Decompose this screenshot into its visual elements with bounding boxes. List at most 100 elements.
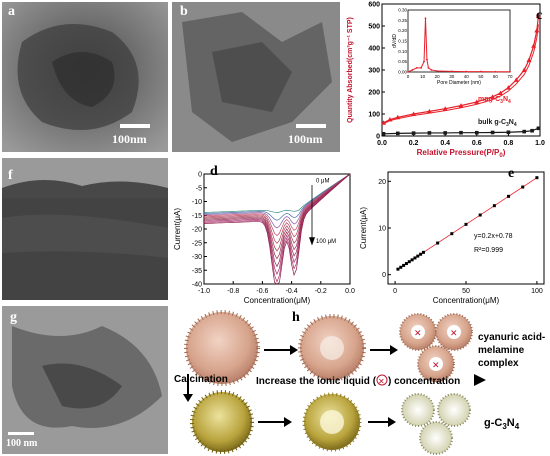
dpv-svg: -1.0 -0.8 -0.6 -0.4 -0.2 0.0 0 -5 -10 -15 -20 -25 -3… — [173, 172, 355, 306]
x-tick-label-c: 0.4 — [440, 140, 450, 147]
series-point-0 — [505, 85, 511, 90]
complex-spheres-top: ✕ ✕ ✕ — [399, 313, 473, 383]
series-point-0 — [381, 120, 387, 125]
inset-point — [420, 66, 423, 69]
panel-e-calibration-chart: 0 50 100 0 10 20 Concentration(μM) Current(μA) y… — [358, 160, 550, 306]
inset-x-tick: 10 — [420, 74, 426, 79]
legend-mpg: mpg-C3N4 — [478, 96, 511, 105]
data-point-e — [413, 256, 417, 260]
y-tick-label-e: 0 — [382, 272, 386, 279]
label-top-line2: melamine — [478, 345, 525, 356]
dpv-curve — [203, 173, 351, 276]
inset-point — [430, 69, 433, 71]
panel-label-c: c — [536, 8, 543, 23]
panel-b-tem-image: b 100nm — [172, 2, 340, 152]
series-point-0 — [531, 43, 537, 48]
series-point-0 — [498, 90, 503, 96]
data-point-e — [404, 262, 408, 266]
inset-y-tick: 0.05 — [398, 59, 407, 64]
panel-d-dpv-chart: -1.0 -0.8 -0.6 -0.4 -0.2 0.0 0 -5 -10 -15 -20 -25 -3… — [172, 160, 356, 306]
y-tick-label-c: 400 — [368, 46, 380, 53]
series-point-1 — [396, 131, 400, 136]
inset-y-tick: 0.10 — [398, 49, 407, 54]
data-point-e — [410, 258, 414, 262]
x-tick-label-c: 0.8 — [504, 140, 514, 147]
series-point-0 — [411, 111, 417, 116]
scale-bar-b — [296, 124, 326, 128]
series-point-0 — [490, 94, 496, 99]
inset-point — [415, 66, 418, 69]
annotation-0uM: 0 μM — [316, 178, 329, 184]
inset-x-tick: 30 — [449, 74, 455, 79]
y-tick-label-d: 0 — [198, 172, 202, 179]
panel-label-d: d — [210, 164, 218, 179]
svg-text:✕: ✕ — [450, 328, 458, 338]
y-tick-label-e: 10 — [378, 226, 386, 233]
annotation-100uM: 100 μM — [316, 239, 336, 245]
x-tick-label-c: 0.2 — [409, 140, 419, 147]
inset-point — [509, 70, 511, 73]
inset-point — [427, 66, 430, 69]
data-point-e — [521, 185, 525, 189]
series-point-0 — [474, 99, 480, 104]
dpv-curve — [203, 173, 351, 268]
inset-point — [494, 70, 497, 73]
inset-x-tick: 50 — [478, 74, 484, 79]
label-bottom: g-C3N4 — [484, 417, 520, 431]
inset-point — [424, 17, 427, 20]
inset-point — [411, 69, 414, 71]
series-point-1 — [490, 130, 495, 135]
panel-label-a: a — [8, 4, 15, 19]
series-point-0 — [395, 114, 401, 120]
x-tick-label-d: -0.6 — [256, 288, 268, 295]
inset-x-tick: 20 — [435, 74, 441, 79]
panel-label-g: g — [10, 310, 17, 325]
inset-point — [407, 71, 409, 73]
ionic-liquid-text-post: ) concentration — [388, 376, 460, 387]
panel-a-tem-image: a 100nm — [2, 2, 168, 152]
y-tick-label-d: -15 — [192, 213, 202, 220]
data-point-e — [535, 176, 539, 180]
data-point-e — [450, 232, 454, 236]
inset-x-tick: 60 — [493, 74, 499, 79]
annotation-arrowhead — [309, 237, 315, 246]
inset-point — [436, 70, 439, 72]
label-top-line1: cyanuric acid- — [478, 332, 545, 343]
data-point-e — [421, 250, 425, 254]
tem-texture-g — [2, 306, 168, 454]
y-tick-label-d: -5 — [196, 185, 202, 192]
dpv-curve — [203, 173, 351, 260]
series-point-1 — [475, 130, 479, 135]
inset-y-tick: 0.20 — [398, 28, 407, 33]
panel-h-schematic: ✕ ✕ ✕ cyanuric acid- melamine complex Ca… — [172, 310, 550, 456]
series-point-0 — [426, 108, 432, 114]
series-point-1 — [506, 130, 511, 135]
series-point-0 — [521, 67, 527, 72]
y-tick-label-e: 20 — [378, 179, 386, 186]
sphere-top-2 — [298, 314, 366, 382]
dpv-curve — [203, 173, 351, 252]
y-tick-label-d: -25 — [192, 240, 202, 247]
series-point-1 — [522, 129, 526, 134]
y-tick-label-d: -10 — [192, 199, 202, 206]
calcination-label: Calcination — [174, 374, 228, 385]
series-point-1 — [443, 131, 447, 135]
data-point-e — [436, 241, 440, 245]
series-point-0 — [442, 106, 448, 111]
y-tick-label-d: -30 — [192, 254, 202, 261]
x-tick-label-c: 0.0 — [377, 140, 387, 147]
schematic-svg: ✕ ✕ ✕ cyanuric acid- melamine complex Ca… — [174, 310, 545, 455]
inset-x-tick: 70 — [507, 74, 513, 79]
arrow-right-bold — [474, 374, 486, 386]
panel-label-b: b — [180, 4, 188, 19]
isotherm-svg: 0.0 0.2 0.4 0.6 0.8 1.00100200300400500600Rel… — [347, 2, 545, 160]
label-top-line3: complex — [478, 358, 519, 369]
series-point-0 — [526, 57, 532, 63]
data-point-e — [492, 204, 496, 208]
data-point-e — [478, 213, 482, 217]
svg-text:✕: ✕ — [432, 360, 440, 370]
data-point-e — [407, 260, 411, 264]
x-tick-label-e: 50 — [462, 288, 470, 295]
panel-label-e: e — [508, 166, 515, 181]
y-axis-label-c: Quantity Absorbed(cm³g⁻¹ STP) — [347, 17, 354, 123]
